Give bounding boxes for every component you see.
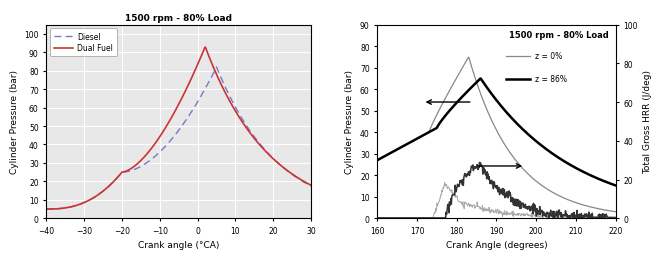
Dual Fuel <box>89 197 97 200</box>
Legend: Diesel, Dual Fuel: Diesel, Dual Fuel <box>50 29 117 57</box>
Line: Diesel: Diesel <box>46 68 311 209</box>
Line: Dual Fuel: Dual Fuel <box>46 48 311 209</box>
Title: 1500 rpm - 80% Load: 1500 rpm - 80% Load <box>125 14 232 23</box>
Diesel <box>162 144 170 147</box>
Diesel <box>199 93 207 96</box>
Dual Fuel <box>42 208 50 211</box>
Dual Fuel <box>162 126 170 129</box>
Y-axis label: Total Gross HRR (J/deg): Total Gross HRR (J/deg) <box>643 70 652 174</box>
Dual Fuel <box>307 184 315 187</box>
Dual Fuel <box>111 180 118 183</box>
Dual Fuel <box>220 89 228 92</box>
Dual Fuel <box>242 126 250 130</box>
Diesel <box>89 197 97 200</box>
Text: 1500 rpm - 80% Load: 1500 rpm - 80% Load <box>509 31 608 40</box>
Dual Fuel <box>199 53 207 56</box>
Dual Fuel <box>201 46 209 50</box>
Diesel <box>42 208 50 211</box>
Diesel <box>111 180 118 183</box>
Y-axis label: Cylinder Pressure (bar): Cylinder Pressure (bar) <box>10 70 19 174</box>
Diesel <box>242 124 250 127</box>
Text: z = 86%: z = 86% <box>535 75 567 84</box>
X-axis label: Crank Angle (degrees): Crank Angle (degrees) <box>446 241 547 249</box>
Diesel <box>307 185 315 188</box>
Diesel <box>213 66 220 69</box>
Diesel <box>220 83 228 86</box>
Y-axis label: Cylinder Pressure (bar): Cylinder Pressure (bar) <box>346 70 354 174</box>
Text: z = 0%: z = 0% <box>535 52 562 61</box>
X-axis label: Crank angle (°CA): Crank angle (°CA) <box>138 241 219 249</box>
